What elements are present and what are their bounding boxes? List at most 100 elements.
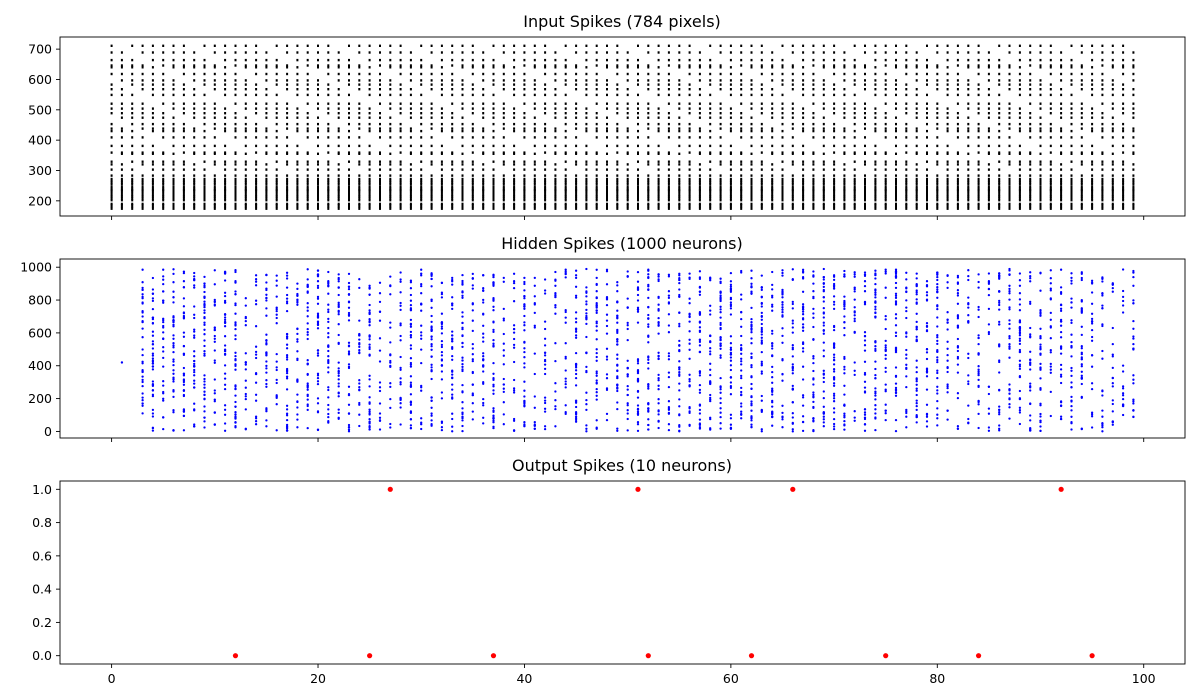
hidden-spike-mark — [316, 302, 320, 305]
input-spike-mark — [1101, 207, 1104, 210]
input-spike-mark — [286, 79, 289, 82]
input-spike-mark — [833, 163, 836, 166]
input-spike-mark — [1029, 116, 1032, 119]
input-spike-mark — [286, 72, 289, 76]
input-spike-mark — [987, 181, 990, 184]
input-spike-mark — [513, 191, 516, 195]
hidden-spike-mark — [223, 352, 227, 356]
hidden-spike-mark — [213, 411, 216, 414]
input-spike-mark — [967, 202, 970, 206]
input-spike-mark — [533, 191, 536, 195]
input-spike-mark — [905, 66, 908, 69]
input-spike-mark — [606, 187, 608, 190]
input-spike-mark — [1029, 58, 1032, 62]
input-spike-mark — [1018, 51, 1021, 54]
input-spike-mark — [575, 187, 578, 190]
input-spike-mark — [585, 79, 588, 82]
input-spike-mark — [1132, 112, 1135, 115]
input-spike-mark — [657, 152, 660, 155]
input-spike-mark — [647, 66, 650, 69]
input-spike-mark — [967, 88, 970, 91]
hidden-spike-mark — [234, 368, 237, 371]
input-spike-mark — [1101, 197, 1104, 200]
input-spike-mark — [213, 51, 216, 54]
input-spike-mark — [595, 187, 598, 190]
input-spike-mark — [1091, 177, 1094, 181]
input-spike-mark — [399, 83, 402, 86]
input-spike-mark — [1122, 177, 1125, 181]
input-spike-mark — [409, 112, 412, 115]
input-spike-mark — [482, 58, 485, 62]
input-spike-mark — [286, 83, 289, 86]
input-spike-mark — [523, 88, 526, 91]
input-spike-mark — [172, 122, 175, 126]
input-spike-mark — [379, 116, 381, 119]
input-spike-mark — [575, 163, 578, 166]
input-spike-mark — [523, 112, 526, 115]
input-spike-mark — [647, 102, 650, 105]
input-spike-mark — [389, 199, 392, 202]
input-spike-mark — [678, 183, 681, 186]
input-spike-mark — [1070, 205, 1073, 209]
input-spike-mark — [698, 185, 701, 189]
input-spike-mark — [162, 187, 165, 190]
input-spike-mark — [420, 181, 423, 184]
input-spike-mark — [956, 207, 959, 210]
input-spike-mark — [729, 195, 732, 198]
input-spike-mark — [822, 116, 825, 119]
input-spike-mark — [1070, 44, 1073, 47]
input-spike-mark — [1049, 102, 1052, 105]
hidden-spike-mark — [461, 294, 464, 297]
input-spike-mark — [905, 185, 908, 189]
input-spike-mark — [1132, 185, 1135, 189]
input-spike-mark — [523, 102, 526, 105]
input-spike-mark — [502, 185, 505, 189]
input-spike-mark — [492, 151, 495, 154]
input-spike-mark — [719, 72, 722, 76]
hidden-spike-mark — [358, 424, 361, 428]
input-spike-mark — [327, 88, 330, 91]
input-spike-mark — [987, 163, 990, 166]
input-spike-mark — [275, 136, 278, 139]
input-spike-mark — [564, 102, 567, 105]
hidden-spike-mark — [347, 285, 351, 288]
hidden-spike-mark — [327, 317, 330, 321]
input-spike-mark — [1080, 160, 1083, 163]
input-spike-mark — [936, 195, 939, 198]
hidden-spike-mark — [347, 272, 351, 276]
input-spike-mark — [564, 112, 567, 115]
input-spike-mark — [224, 44, 227, 47]
hidden-spike-mark — [409, 303, 413, 307]
input-spike-mark — [286, 151, 289, 154]
input-spike-mark — [461, 144, 464, 148]
input-spike-mark — [399, 151, 402, 154]
input-spike-mark — [606, 168, 608, 171]
hidden-spike-mark — [151, 347, 155, 350]
input-spike-mark — [317, 205, 319, 209]
input-spike-mark — [729, 58, 732, 62]
input-spike-mark — [1049, 64, 1052, 67]
input-spike-mark — [451, 44, 454, 47]
input-spike-mark — [926, 177, 928, 181]
input-spike-mark — [162, 88, 165, 91]
input-spike-mark — [967, 44, 970, 47]
input-spike-mark — [234, 163, 237, 166]
hidden-spike-mark — [451, 417, 454, 421]
hidden-spike-mark — [234, 337, 237, 341]
input-spike-mark — [1080, 107, 1083, 110]
hidden-spike-mark — [265, 333, 268, 336]
hidden-spike-mark — [368, 334, 371, 338]
hidden-spike-mark — [223, 316, 227, 319]
input-spike-mark — [626, 185, 629, 189]
input-spike-mark — [120, 102, 123, 105]
hidden-spike-mark — [296, 338, 299, 341]
input-spike-mark — [131, 185, 134, 189]
hidden-spike-mark — [430, 345, 433, 348]
hidden-spike-mark — [162, 324, 165, 328]
input-spike-mark — [255, 191, 258, 195]
input-spike-mark — [1039, 122, 1042, 126]
hidden-spike-mark — [306, 359, 309, 362]
input-spike-mark — [389, 160, 392, 163]
hidden-spike-mark — [399, 381, 402, 384]
input-spike-mark — [606, 185, 608, 189]
